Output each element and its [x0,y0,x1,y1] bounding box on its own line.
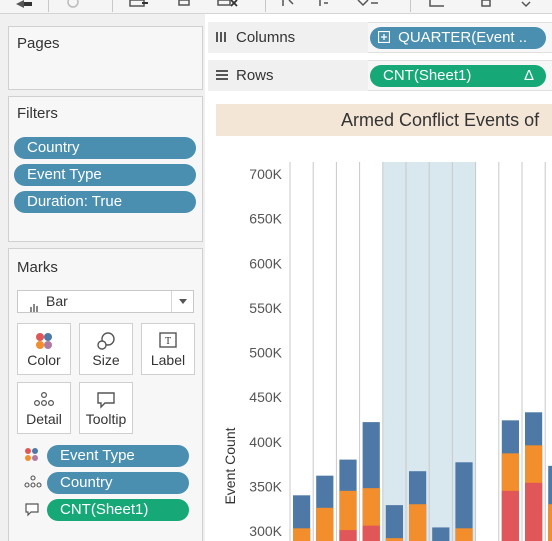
bar-segment [525,482,543,541]
rows-icon [215,60,229,102]
columns-pill-quarter[interactable]: QUARTER(Event .. [370,27,546,49]
duplicate-icon[interactable] [176,0,192,10]
y-tick-label: 650K [249,211,282,227]
marks-field-cnt[interactable]: CNT(Sheet1) [47,499,189,521]
y-tick-label: 600K [249,255,282,271]
columns-pill-label: QUARTER(Event .. [398,29,528,46]
mark-type-dropdown[interactable]: Bar [17,290,194,313]
new-sheet-icon[interactable] [126,0,148,10]
more-icon[interactable] [520,0,536,10]
bar-segment [501,490,519,541]
marks-color-button[interactable]: Color [17,323,71,375]
group-icon[interactable] [428,0,444,10]
size-icon [96,332,116,355]
highlight-band [382,162,406,541]
toolbar-divider [112,0,113,12]
y-tick-label: 700K [249,166,282,182]
marks-tooltip-button[interactable]: Tooltip [79,382,133,434]
marks-label-button[interactable]: T Label [141,323,195,375]
back-icon[interactable] [14,0,32,10]
marks-field-event-type[interactable]: Event Type [47,445,189,467]
sort-descending-icon[interactable] [356,0,378,10]
bar-segment [293,528,311,541]
chevron-down-icon[interactable] [171,291,193,312]
columns-icon [215,22,229,64]
toolbar-divider [410,0,411,12]
y-tick-label: 400K [249,434,282,450]
marks-title: Marks [17,259,58,276]
label-icon: T [159,332,177,353]
toolbar [0,0,552,14]
columns-shelf[interactable]: QUARTER(Event .. [368,22,552,53]
rows-shelf-label: Rows [208,60,368,91]
tooltip-icon [24,502,42,518]
bar-segment [548,465,552,541]
svg-text:T: T [165,336,171,347]
marks-label-label: Label [150,352,186,368]
bar-segment [432,527,450,541]
bar-segment [339,530,357,541]
marks-card: Marks Bar Color Size T Label [8,248,203,541]
filter-pill-event-type[interactable]: Event Type [14,164,196,186]
label-toggle-icon[interactable] [480,0,496,10]
viz-area: Armed Conflict Events of 700K 650K 600K 550… [208,94,552,541]
bar-segment [385,505,403,541]
swap-icon[interactable] [280,0,296,10]
rows-pill-label: CNT(Sheet1) [383,67,472,84]
marks-size-label: Size [92,352,120,368]
filters-title: Filters [17,105,58,122]
filter-pill-country[interactable]: Country [14,137,196,159]
bar-segment [362,525,380,541]
y-tick-label: 450K [249,389,282,405]
rows-label: Rows [236,67,274,84]
viz-title-band: Armed Conflict Events of [216,104,552,136]
mark-type-label: Bar [46,293,68,309]
detail-icon [33,391,55,412]
columns-shelf-label: Columns [208,22,368,53]
redo-icon[interactable] [66,0,82,10]
rows-pill-cnt[interactable]: CNT(Sheet1) Δ [370,65,546,87]
color-icon [35,332,53,355]
marks-field-country[interactable]: Country [47,472,189,494]
clear-sheet-icon[interactable] [216,0,238,10]
delta-icon: Δ [523,67,534,84]
columns-label: Columns [236,29,296,46]
y-tick-label: 350K [249,478,282,494]
filter-pill-duration[interactable]: Duration: True [14,191,196,213]
color-icon [24,447,42,463]
y-tick-label: 300K [249,523,282,539]
sort-ascending-icon[interactable] [318,0,334,10]
toolbar-divider [48,0,49,12]
tooltip-icon [96,391,116,414]
pages-title: Pages [17,35,60,52]
chart-title: Armed Conflict Events of [341,110,540,130]
bar-segment [409,504,427,541]
bar-segment [455,462,473,541]
filters-card: Filters Country Event Type Duration: Tru… [8,96,203,242]
highlight-band [406,162,430,541]
bar-mark-icon [30,297,40,318]
bar-segment [385,538,403,541]
highlight-band [452,162,476,541]
marks-tooltip-label: Tooltip [85,411,127,427]
marks-detail-button[interactable]: Detail [17,382,71,434]
rows-shelf[interactable]: CNT(Sheet1) Δ [368,60,552,91]
y-tick-label: 500K [249,345,282,361]
toolbar-divider [265,0,266,12]
marks-size-button[interactable]: Size [79,323,133,375]
y-axis-label: Event Count [222,427,238,504]
marks-color-label: Color [27,352,61,368]
bar-segment [316,507,334,541]
highlight-band [429,162,453,541]
add-icon [377,30,391,44]
bar-segment [339,490,357,541]
bar-segment [548,504,552,541]
pages-card[interactable]: Pages [8,26,203,90]
y-tick-label: 550K [249,300,282,316]
left-panel: Pages Filters Country Event Type Duratio… [0,14,205,541]
bar-segment [455,528,473,541]
bar-chart[interactable]: 700K 650K 600K 550K 500K 450K 400K 350K 300K Even… [208,94,552,541]
detail-icon [24,475,42,491]
marks-detail-label: Detail [26,411,62,427]
